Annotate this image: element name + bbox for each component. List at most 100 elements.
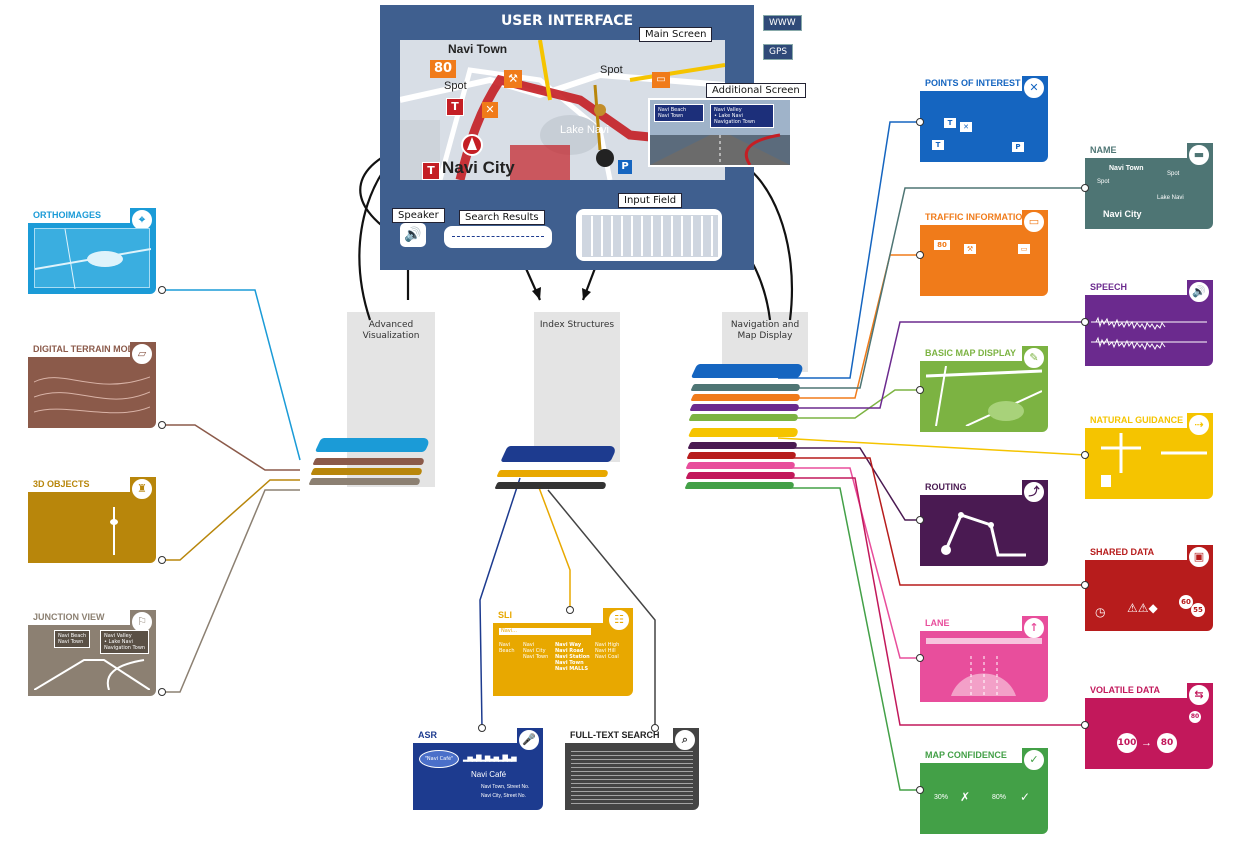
card-basic-map-display[interactable]: BASIC MAP DISPLAY ✎ <box>920 346 1048 432</box>
label-index-structures: Index Structures <box>539 320 615 330</box>
card-orthoimages[interactable]: ORTHOIMAGES ⌖ <box>28 208 156 294</box>
dot-left-4 <box>158 688 166 696</box>
sli-col-1: Navi Beach <box>499 642 515 654</box>
shared-clock-icon: ◷ <box>1095 605 1106 619</box>
card-title: NAME <box>1085 143 1187 158</box>
stack-layer-lane <box>685 462 797 469</box>
volatile-icon: ⇆ <box>1187 683 1211 707</box>
search-results-label: Search Results <box>459 210 545 225</box>
card-points-of-interest[interactable]: POINTS OF INTEREST ✕ T ✕ T P <box>920 76 1048 162</box>
card-junction-view[interactable]: JUNCTION VIEW ⚐ Navi Beach Navi Town Nav… <box>28 610 156 696</box>
traffic-speed-sign: 80 <box>934 240 950 250</box>
card-title: POINTS OF INTEREST <box>920 76 1022 91</box>
dot-right-b-4 <box>1081 581 1089 589</box>
stack-layer-traffic <box>690 394 802 401</box>
card-full-text-search[interactable]: FULL-TEXT SEARCH ⌕ <box>565 728 699 810</box>
card-title: NATURAL GUIDANCE <box>1085 413 1187 428</box>
card-asr[interactable]: ASR 🎤 "Navi Café" ▂▅▃▇▂▆▃▅▂▇▃▅ Navi Café… <box>413 728 543 810</box>
confidence-graphic: 30% ✗ 80% ✓ <box>926 768 1042 828</box>
junction-card-sign-right: Navi Valley • Lake Navi Navigation Town <box>100 630 150 654</box>
input-field-keyboard[interactable] <box>576 209 722 261</box>
card-3d-objects[interactable]: 3D OBJECTS ♜ <box>28 477 156 563</box>
junction-card-sign-left-1: Navi Beach <box>58 633 87 639</box>
traffic-graphic: 80 ⚒ ▭ <box>926 230 1042 290</box>
basic-map-graphic <box>925 365 1043 427</box>
sli-col-2: Navi Navi City Navi Town <box>523 642 548 660</box>
junction-card-sign-right-3: Navigation Town <box>104 645 146 651</box>
card-name[interactable]: NAME ▬ Navi Town Spot Spot Lake Navi Nav… <box>1085 143 1213 229</box>
dot-right-a-6 <box>916 786 924 794</box>
transit-t-icon-2: T <box>422 162 440 180</box>
sli-col-3-row-1: Navi Way <box>555 642 582 648</box>
additional-screen-junction[interactable]: Navi Beach Navi Town Navi Valley • Lake … <box>648 98 792 167</box>
asr-result: Navi Café <box>471 770 507 779</box>
traffic-construction-icon: ⚒ <box>964 244 976 254</box>
speaker-icon[interactable]: 🔊 <box>400 223 426 247</box>
asr-speech-bubble: "Navi Café" <box>419 750 459 768</box>
stack-index-structures <box>494 440 624 500</box>
card-shared-data[interactable]: SHARED DATA ▣ ⚠⚠◆ ◷ 60 55 <box>1085 545 1213 631</box>
junction-sign-left-line-2: Navi Town <box>658 113 684 119</box>
asr-graphic: "Navi Café" ▂▅▃▇▂▆▃▅▂▇▃▅ Navi Café Navi … <box>419 748 537 804</box>
map-label-spot-1: Spot <box>444 80 467 92</box>
map-icon: ✎ <box>1022 346 1046 370</box>
speech-waveform <box>1091 300 1207 360</box>
dot-fulltext <box>651 724 659 732</box>
confidence-right-value: 80% <box>992 794 1007 801</box>
routing-graphic <box>926 500 1042 560</box>
stack-layer-orthoimages <box>314 438 432 452</box>
confidence-cross-icon: ✗ <box>960 790 971 804</box>
stack-layer-name <box>690 384 802 391</box>
name-navi-town: Navi Town <box>1109 165 1144 172</box>
card-lane[interactable]: LANE ↑ <box>920 616 1048 702</box>
stack-layer-poi <box>690 364 806 378</box>
name-graphic: Navi Town Spot Spot Lake Navi Navi City <box>1091 163 1207 223</box>
label-advanced-visualization: Advanced Visualization <box>362 320 420 341</box>
lane-graphic <box>926 636 1042 696</box>
stack-layer-routing <box>687 442 799 449</box>
terrain-icon: ▱ <box>130 342 154 366</box>
map-label-city: Navi City <box>442 158 515 177</box>
speech-icon: 🔊 <box>1187 280 1211 304</box>
card-traffic-information[interactable]: TRAFFIC INFORMATION ▭ 80 ⚒ ▭ <box>920 210 1048 296</box>
traffic-car-small-icon: ▭ <box>1018 244 1030 254</box>
card-title: ORTHOIMAGES <box>28 208 130 223</box>
shared-warning-icons: ⚠⚠◆ <box>1127 601 1158 615</box>
stack-layer-fulltext <box>494 482 608 489</box>
dot-right-a-4 <box>916 516 924 524</box>
traffic-car-icon: ▭ <box>652 72 670 88</box>
volatile-from: 100 <box>1117 733 1137 753</box>
guidance-graphic <box>1091 433 1207 493</box>
shared-speed-1: 60 <box>1179 595 1193 609</box>
card-sli[interactable]: SLI ☷ Navi... Navi Beach Navi Navi City … <box>493 608 633 696</box>
search-results-box[interactable] <box>444 226 552 248</box>
card-speech[interactable]: SPEECH 🔊 <box>1085 280 1213 366</box>
card-map-confidence[interactable]: MAP CONFIDENCE ✓ 30% ✗ 80% ✓ <box>920 748 1048 834</box>
sli-col-3-row-5: Navi MALLS <box>555 666 589 672</box>
tower-graphic <box>34 497 150 557</box>
asr-street-2: Navi City, Street No. <box>481 793 526 799</box>
card-routing[interactable]: ROUTING ⤴ <box>920 480 1048 566</box>
dot-right-b-1 <box>1081 184 1089 192</box>
card-title: BASIC MAP DISPLAY <box>920 346 1022 361</box>
gps-tag: GPS <box>763 44 794 60</box>
junction-sign-right-line-3: Navigation Town <box>714 119 756 125</box>
tower-icon: ♜ <box>130 477 154 501</box>
card-title: JUNCTION VIEW <box>28 610 130 625</box>
card-digital-terrain-model[interactable]: DIGITAL TERRAIN MODEL ▱ <box>28 342 156 428</box>
column-advanced-visualization <box>347 312 435 487</box>
dot-right-a-3 <box>916 386 924 394</box>
sli-col-4-row-1: Navi High <box>595 642 620 648</box>
check-icon: ✓ <box>1022 748 1046 772</box>
name-lake: Lake Navi <box>1157 195 1184 201</box>
sli-col-2-row-1: Navi <box>523 642 535 648</box>
junction-card-sign-left-2: Navi Town <box>58 639 84 645</box>
stack-layer-terrain <box>312 458 426 465</box>
www-tag: WWW <box>763 15 802 31</box>
map-label-navi-town: Navi Town <box>448 42 508 56</box>
sli-input: Navi... <box>499 628 591 635</box>
card-title: TRAFFIC INFORMATION <box>920 210 1022 225</box>
card-natural-guidance[interactable]: NATURAL GUIDANCE ⇢ <box>1085 413 1213 499</box>
dot-left-1 <box>158 286 166 294</box>
card-volatile-data[interactable]: VOLATILE DATA ⇆ 100 → 80 80 <box>1085 683 1213 769</box>
